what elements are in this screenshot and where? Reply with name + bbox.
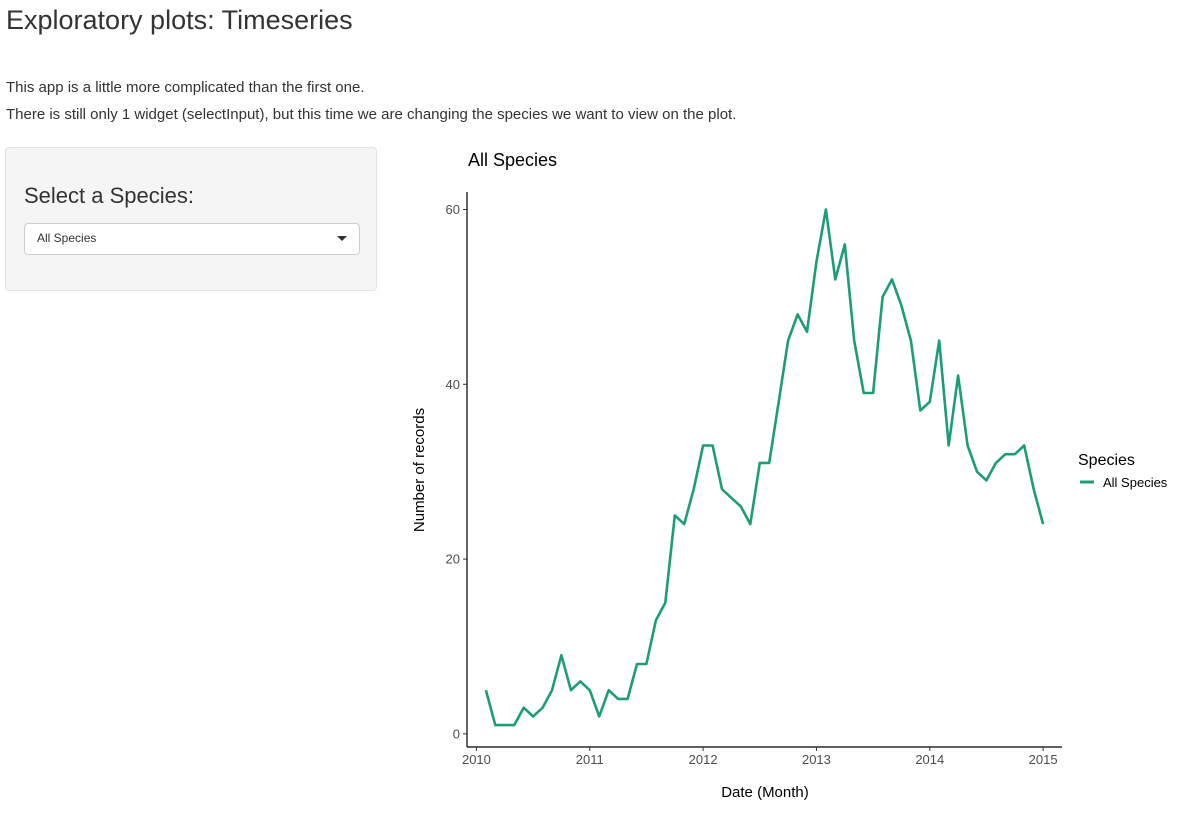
y-tick-label: 40 <box>446 377 460 392</box>
y-axis-label: Number of records <box>411 408 428 532</box>
x-tick-label: 2011 <box>576 752 604 767</box>
species-select-value: All Species <box>37 231 97 245</box>
x-tick-label: 2013 <box>802 752 831 767</box>
sidebar-panel: Select a Species: All Species <box>5 147 377 291</box>
legend-label: All Species <box>1103 475 1168 490</box>
y-tick-label: 20 <box>446 552 460 567</box>
legend-title: Species <box>1078 452 1135 469</box>
species-select-label: Select a Species: <box>24 183 194 208</box>
caret-down-icon <box>337 236 347 241</box>
x-tick-label: 2012 <box>689 752 718 767</box>
x-axis-label: Date (Month) <box>721 784 809 801</box>
series-line-0 <box>484 208 1045 727</box>
timeseries-plot: All Species 0 20 40 60 2010 2011 2012 2013 2014… <box>400 140 1183 814</box>
chart-title: All Species <box>468 150 557 170</box>
intro-line-2: There is still only 1 widget (selectInpu… <box>6 106 737 123</box>
y-tick-label: 60 <box>446 202 460 217</box>
y-tick-label: 0 <box>453 726 460 741</box>
legend: Species All Species <box>1078 452 1168 490</box>
chart-svg: All Species 0 20 40 60 2010 2011 2012 2013 2014… <box>411 150 1168 801</box>
y-axis: 0 20 40 60 <box>446 192 468 747</box>
series-lines <box>484 208 1045 727</box>
page-title: Exploratory plots: Timeseries <box>6 5 353 35</box>
x-tick-label: 2010 <box>462 752 491 767</box>
intro-line-1: This app is a little more complicated th… <box>6 79 365 96</box>
intro-text: This app is a little more complicated th… <box>6 74 736 128</box>
x-tick-label: 2014 <box>915 752 944 767</box>
species-select[interactable]: All Species <box>24 223 360 255</box>
x-axis: 2010 2011 2012 2013 2014 2015 <box>462 746 1062 767</box>
x-tick-label: 2015 <box>1029 752 1058 767</box>
